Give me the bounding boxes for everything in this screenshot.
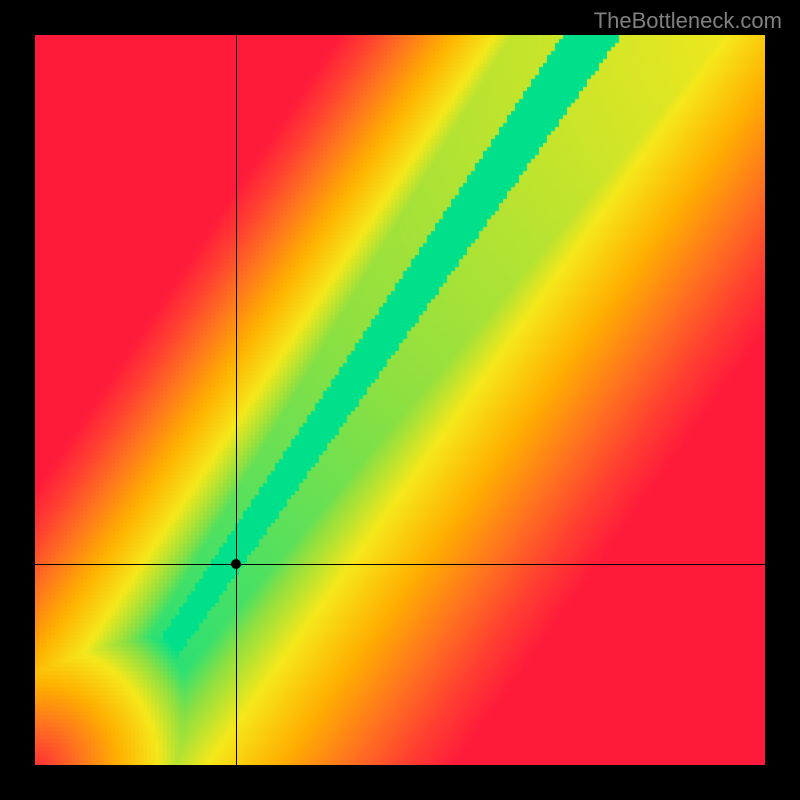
heatmap-canvas xyxy=(35,35,765,765)
crosshair-vertical xyxy=(236,35,237,765)
crosshair-horizontal xyxy=(35,564,765,565)
watermark-text: TheBottleneck.com xyxy=(594,8,782,34)
bottleneck-heatmap xyxy=(35,35,765,765)
operating-point-marker xyxy=(231,559,241,569)
